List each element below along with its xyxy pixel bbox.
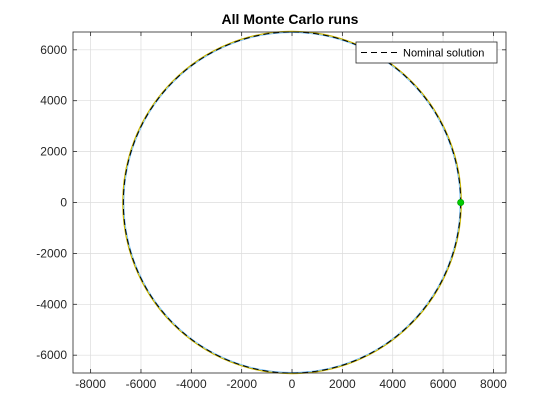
y-tick-label: -4000	[36, 297, 67, 311]
x-tick-label: 6000	[430, 377, 457, 391]
x-tick-label: 8000	[480, 377, 507, 391]
y-tick-label: -6000	[36, 348, 67, 362]
x-tick-label: -2000	[226, 377, 257, 391]
y-tick-label: 4000	[40, 94, 67, 108]
legend: Nominal solution	[355, 41, 498, 64]
legend-box	[355, 41, 498, 64]
tick-marks	[73, 32, 506, 373]
x-tick-label: 4000	[379, 377, 406, 391]
x-tick-label: -4000	[176, 377, 207, 391]
legend-label-nominal: Nominal solution	[403, 48, 484, 60]
tick-labels: -8000 -6000 -4000 -2000 0 2000 4000 6000 8000 -60…	[36, 43, 507, 391]
chart-title: All Monte Carlo runs	[222, 11, 359, 27]
start-marker	[457, 199, 465, 207]
x-tick-label: 2000	[329, 377, 356, 391]
x-tick-label: -6000	[126, 377, 157, 391]
y-tick-label: -2000	[36, 246, 67, 260]
y-tick-label: 2000	[40, 145, 67, 159]
y-tick-label: 0	[60, 196, 67, 210]
x-tick-label: -8000	[75, 377, 106, 391]
x-tick-label: 0	[289, 377, 296, 391]
y-tick-label: 6000	[40, 43, 67, 57]
